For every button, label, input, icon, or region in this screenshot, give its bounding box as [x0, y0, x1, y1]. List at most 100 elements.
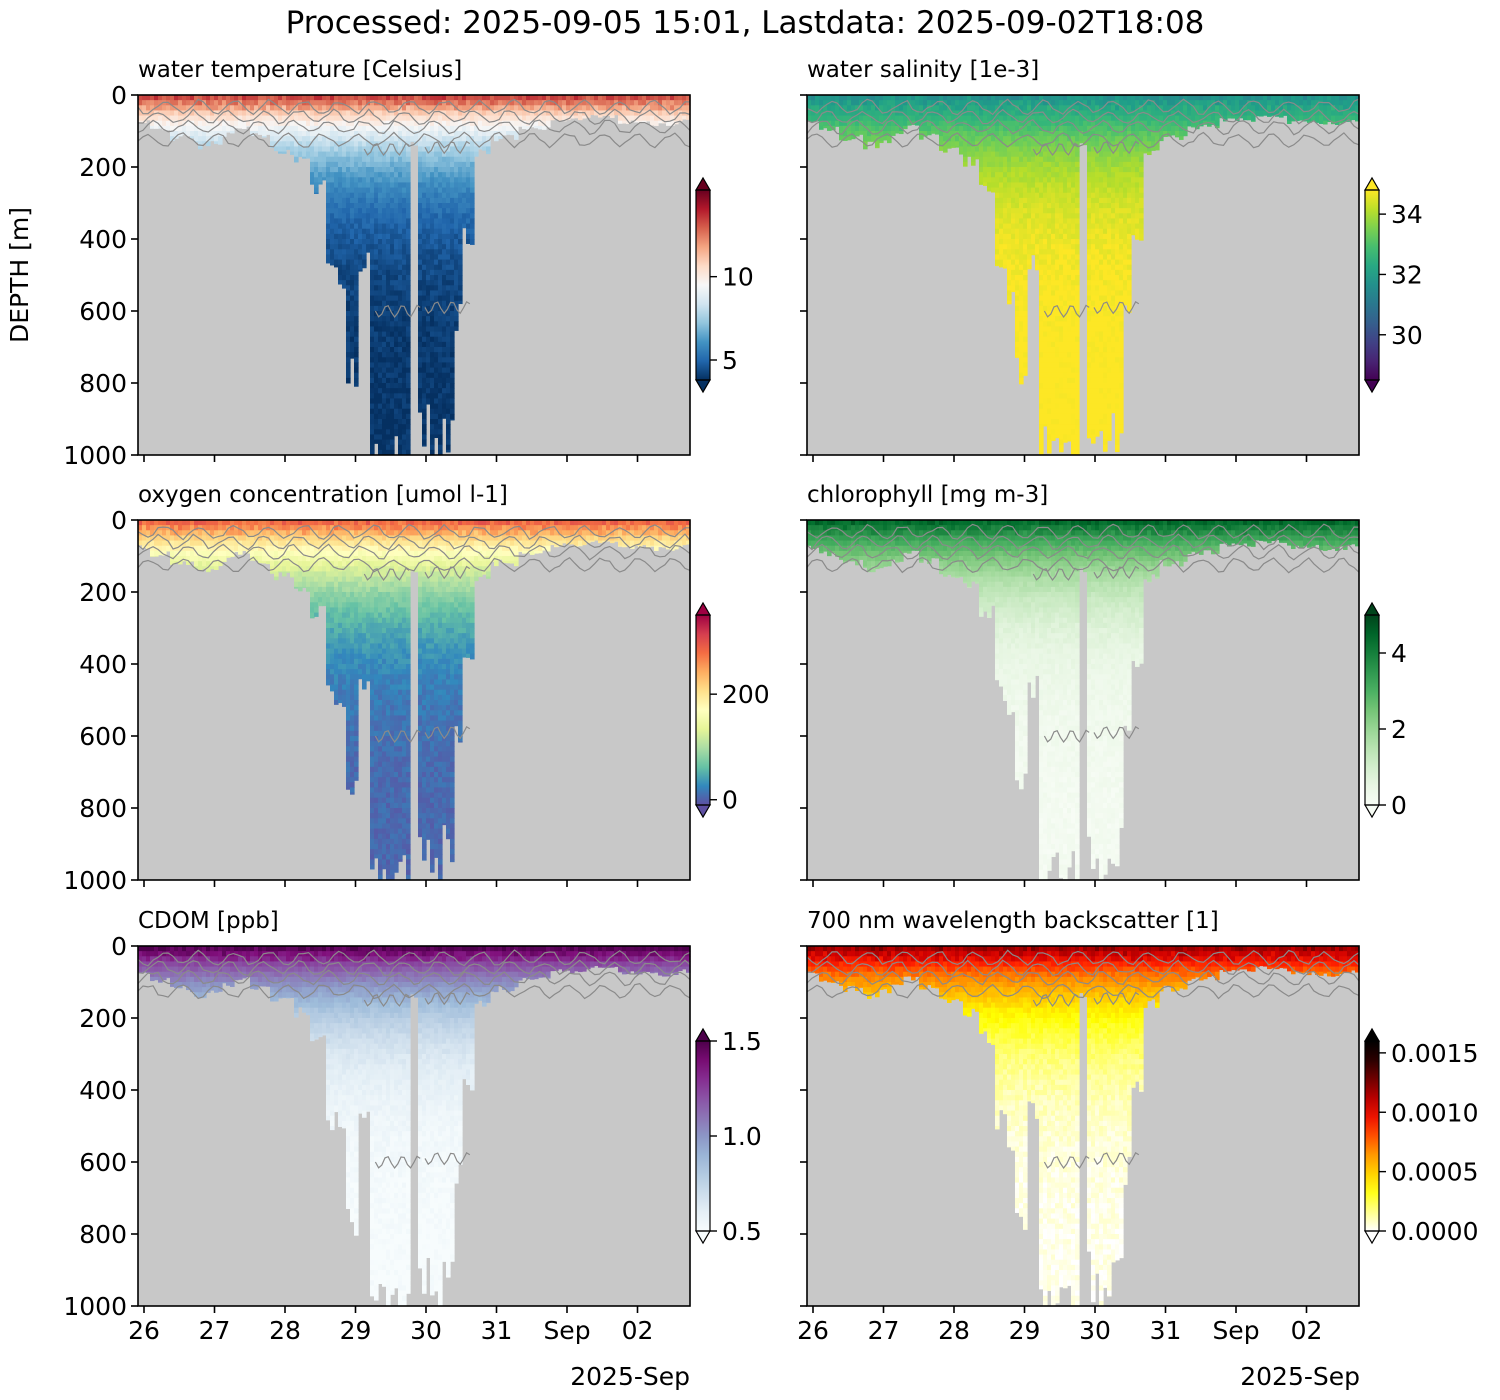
heatmap-cell — [823, 120, 828, 127]
heatmap-cell — [666, 120, 671, 126]
heatmap-cell — [863, 131, 868, 137]
heatmap-cell — [390, 275, 395, 281]
heatmap-cell — [1059, 239, 1064, 245]
heatmap-cell — [1019, 367, 1024, 374]
heatmap-cell — [398, 203, 403, 209]
heatmap-cell — [206, 100, 211, 106]
heatmap-cell — [1099, 197, 1104, 204]
heatmap-cell — [222, 131, 227, 137]
heatmap-cell — [370, 336, 375, 343]
heatmap-cell — [430, 228, 435, 235]
heatmap-cell — [1091, 311, 1096, 317]
heatmap-cell — [1055, 120, 1060, 127]
heatmap-cell — [406, 393, 411, 400]
heatmap-cell — [1111, 264, 1116, 271]
heatmap-cell — [1015, 182, 1020, 189]
heatmap-cell — [458, 95, 463, 101]
heatmap-cell — [430, 259, 435, 266]
heatmap-cell — [286, 120, 291, 127]
heatmap-cell — [426, 269, 431, 276]
heatmap-cell — [1103, 372, 1108, 379]
heatmap-cell — [150, 115, 155, 122]
heatmap-cell — [310, 115, 315, 122]
heatmap-cell — [458, 115, 463, 122]
heatmap-cell — [374, 372, 379, 379]
heatmap-cell — [1023, 269, 1028, 276]
heatmap-cell — [154, 120, 159, 127]
heatmap-cell — [530, 100, 535, 106]
heatmap-cell — [927, 115, 932, 122]
heatmap-cell — [1035, 100, 1040, 106]
heatmap-cell — [959, 141, 964, 148]
heatmap-cell — [234, 125, 239, 129]
heatmap-cell — [394, 110, 399, 117]
heatmap-cell — [562, 115, 567, 122]
heatmap-cell — [630, 95, 635, 101]
heatmap-cell — [991, 136, 996, 142]
heatmap-cell — [458, 131, 463, 137]
heatmap-cell — [1111, 233, 1116, 240]
heatmap-cell — [174, 136, 179, 139]
heatmap-cell — [282, 131, 287, 137]
heatmap-cell — [1063, 326, 1068, 333]
heatmap-cell — [1019, 249, 1024, 256]
heatmap-cell — [514, 125, 519, 132]
heatmap-cell — [999, 259, 1004, 266]
heatmap-cell — [294, 141, 299, 148]
heatmap-cell — [394, 218, 399, 225]
heatmap-cell — [1067, 146, 1072, 153]
heatmap-cell — [1095, 172, 1100, 178]
heatmap-cell — [1075, 300, 1080, 307]
heatmap-cell — [370, 429, 375, 436]
heatmap-cell — [1103, 120, 1108, 127]
heatmap-cell — [342, 100, 347, 106]
heatmap-cell — [1087, 223, 1092, 230]
heatmap-cell — [402, 167, 407, 173]
heatmap-cell — [442, 244, 447, 250]
heatmap-cell — [246, 125, 251, 127]
heatmap-cell — [518, 105, 523, 112]
heatmap-cell — [450, 136, 455, 142]
heatmap-cell — [1051, 110, 1056, 117]
heatmap-cell — [426, 172, 431, 178]
heatmap-cell — [438, 393, 443, 400]
heatmap-cell — [1011, 223, 1016, 230]
heatmap-cell — [438, 408, 443, 415]
heatmap-cell — [374, 424, 379, 430]
heatmap-cell — [406, 352, 411, 358]
heatmap-cell — [1055, 100, 1060, 106]
heatmap-cell — [935, 100, 940, 106]
heatmap-cell — [390, 413, 395, 420]
heatmap-cell — [262, 136, 267, 138]
heatmap-cell — [1095, 110, 1100, 117]
heatmap-cell — [442, 408, 447, 415]
heatmap-cell — [402, 424, 407, 430]
heatmap-cell — [514, 131, 519, 137]
heatmap-cell — [390, 357, 395, 364]
heatmap-cell — [1107, 259, 1112, 266]
heatmap-cell — [991, 105, 996, 112]
heatmap-cell — [406, 259, 411, 266]
heatmap-cell — [1063, 161, 1068, 168]
heatmap-cell — [1071, 275, 1076, 281]
heatmap-cell — [206, 115, 211, 122]
heatmap-cell — [1071, 208, 1076, 214]
heatmap-cell — [406, 362, 411, 369]
heatmap-cell — [358, 182, 363, 189]
heatmap-cell — [402, 393, 407, 400]
heatmap-cell — [959, 151, 964, 155]
heatmap-cell — [434, 377, 439, 384]
heatmap-cell — [1059, 100, 1064, 106]
heatmap-cell — [386, 367, 391, 374]
heatmap-cell — [1023, 197, 1028, 204]
heatmap-cell — [346, 321, 351, 328]
heatmap-cell — [442, 120, 447, 127]
heatmap-cell — [198, 105, 203, 112]
heatmap-cell — [402, 305, 407, 312]
heatmap-cell — [1035, 218, 1040, 225]
heatmap-cell — [1023, 172, 1028, 178]
heatmap-cell — [402, 372, 407, 379]
heatmap-cell — [1103, 218, 1108, 225]
heatmap-cell — [1023, 141, 1028, 148]
heatmap-cell — [1059, 434, 1064, 441]
